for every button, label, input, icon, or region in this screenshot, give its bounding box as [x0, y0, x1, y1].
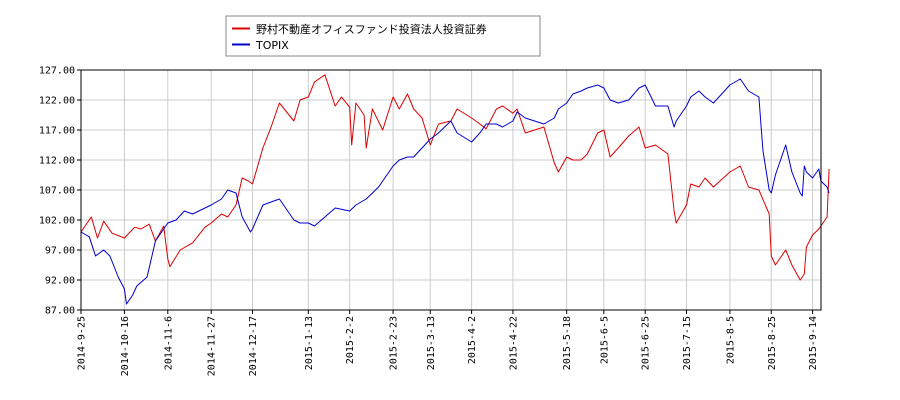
grid [80, 69, 821, 311]
legend-label-series-1: 野村不動産オフィスファンド投資法人投資証券 [256, 22, 487, 36]
x-tick-label: 2014-12-17 [248, 316, 259, 376]
y-tick-label: 102.00 [39, 216, 75, 227]
legend: 野村不動産オフィスファンド投資法人投資証券 TOPIX [225, 15, 541, 57]
legend-box [225, 15, 541, 57]
series-lines [80, 74, 830, 305]
y-tick-label: 112.00 [39, 156, 75, 167]
x-tick-label: 2014-9-25 [77, 316, 88, 370]
x-axis-ticks: 2014-9-25 2014-10-16 2014-11-6 2014-11-27 20… [77, 310, 819, 376]
y-tick-label: 107.00 [39, 186, 75, 197]
x-tick-label: 2015-8-25 [767, 316, 778, 370]
series-line-2 [80, 78, 830, 305]
x-tick-label: 2015-6-25 [641, 316, 652, 370]
x-tick-label: 2014-10-16 [120, 316, 131, 376]
x-tick-label: 2015-6-5 [599, 316, 610, 364]
y-tick-label: 97.00 [45, 246, 75, 257]
series-line-1 [80, 74, 830, 281]
y-tick-label: 87.00 [45, 306, 75, 317]
x-tick-label: 2015-7-15 [682, 316, 693, 370]
x-tick-label: 2015-2-23 [389, 316, 400, 370]
x-tick-label: 2015-5-18 [562, 316, 573, 370]
x-tick-label: 2015-3-13 [426, 316, 437, 370]
x-tick-label: 2015-8-5 [725, 316, 736, 364]
y-axis-ticks: 87.00 92.00 97.00 102.00 107.00 112.00 117.00 1… [39, 66, 81, 317]
x-tick-label: 2015-4-22 [508, 316, 519, 370]
x-tick-label: 2015-4-2 [467, 316, 478, 364]
legend-label-series-2: TOPIX [255, 39, 289, 52]
x-tick-label: 2015-2-2 [345, 316, 356, 364]
x-tick-label: 2014-11-6 [163, 316, 174, 370]
y-tick-label: 117.00 [39, 126, 75, 137]
y-tick-label: 92.00 [45, 276, 75, 287]
x-tick-label: 2015-1-13 [304, 316, 315, 370]
y-tick-label: 122.00 [39, 96, 75, 107]
y-tick-label: 127.00 [39, 66, 75, 77]
x-tick-label: 2014-11-27 [207, 316, 218, 376]
x-tick-label: 2015-9-14 [808, 316, 819, 370]
